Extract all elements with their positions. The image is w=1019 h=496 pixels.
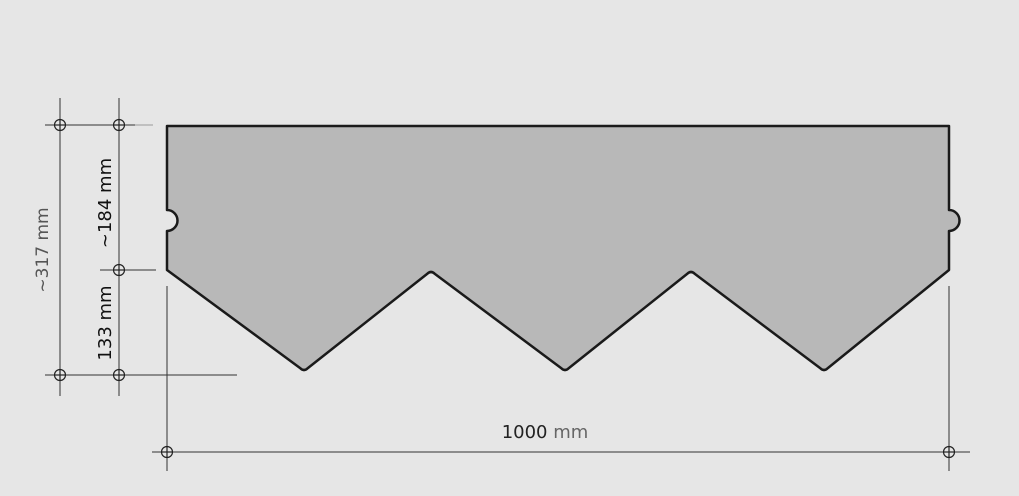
svg-text:~184 mm: ~184 mm: [95, 158, 116, 248]
dimension-markers: [53, 118, 956, 459]
crosshair-marker-icon: [942, 445, 956, 459]
crosshair-marker-icon: [112, 118, 126, 132]
label-upper-height: ~184 mm: [95, 158, 116, 248]
crosshair-marker-icon: [53, 368, 67, 382]
label-tab-height: 133 mm: [95, 285, 116, 360]
crosshair-marker-icon: [160, 445, 174, 459]
crosshair-marker-icon: [53, 118, 67, 132]
crosshair-marker-icon: [112, 368, 126, 382]
label-width: 1000 mm: [502, 422, 589, 443]
crosshair-marker-icon: [112, 263, 126, 277]
shingle-shape: [165, 124, 961, 372]
svg-text:133 mm: 133 mm: [95, 285, 116, 360]
svg-text:~317 mm: ~317 mm: [33, 207, 53, 292]
label-total-height: ~317 mm: [33, 207, 53, 292]
